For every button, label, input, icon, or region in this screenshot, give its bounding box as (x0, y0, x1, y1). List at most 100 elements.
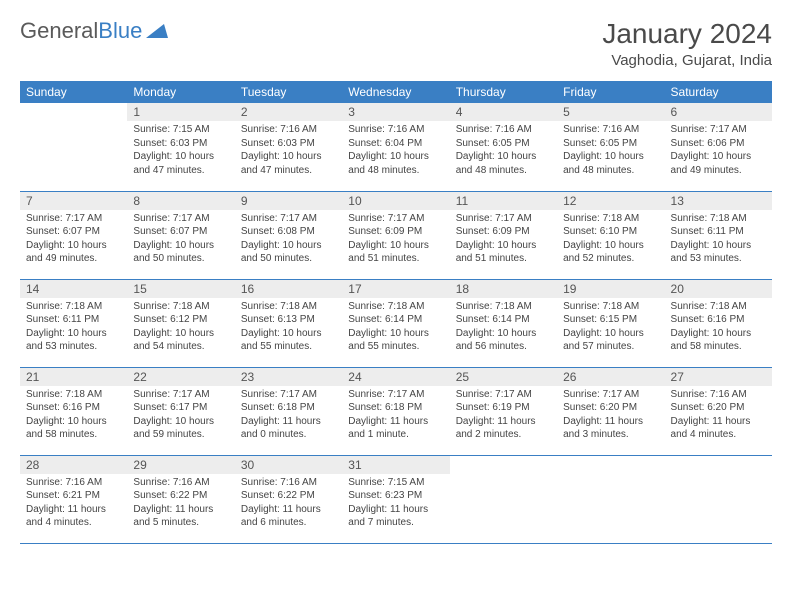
day-number: 1 (127, 103, 234, 121)
day-number: 14 (20, 280, 127, 298)
day-number: 6 (665, 103, 772, 121)
calendar-cell: 3Sunrise: 7:16 AMSunset: 6:04 PMDaylight… (342, 103, 449, 191)
day-body: Sunrise: 7:15 AMSunset: 6:03 PMDaylight:… (127, 121, 234, 181)
calendar-cell: 18Sunrise: 7:18 AMSunset: 6:14 PMDayligh… (450, 279, 557, 367)
sunset-text: Sunset: 6:06 PM (671, 137, 766, 151)
day-body: Sunrise: 7:17 AMSunset: 6:09 PMDaylight:… (450, 210, 557, 270)
day-body: Sunrise: 7:18 AMSunset: 6:14 PMDaylight:… (450, 298, 557, 358)
day-number: 31 (342, 456, 449, 474)
daylight-text: Daylight: 10 hours and 55 minutes. (348, 327, 443, 354)
sunset-text: Sunset: 6:23 PM (348, 489, 443, 503)
calendar-cell: 17Sunrise: 7:18 AMSunset: 6:14 PMDayligh… (342, 279, 449, 367)
sunset-text: Sunset: 6:19 PM (456, 401, 551, 415)
day-number: 18 (450, 280, 557, 298)
sunrise-text: Sunrise: 7:18 AM (456, 300, 551, 314)
calendar-cell: 31Sunrise: 7:15 AMSunset: 6:23 PMDayligh… (342, 455, 449, 543)
sunrise-text: Sunrise: 7:16 AM (348, 123, 443, 137)
day-number: 7 (20, 192, 127, 210)
day-body: Sunrise: 7:17 AMSunset: 6:08 PMDaylight:… (235, 210, 342, 270)
sunset-text: Sunset: 6:08 PM (241, 225, 336, 239)
calendar-cell: 24Sunrise: 7:17 AMSunset: 6:18 PMDayligh… (342, 367, 449, 455)
sunrise-text: Sunrise: 7:16 AM (241, 123, 336, 137)
sunrise-text: Sunrise: 7:16 AM (26, 476, 121, 490)
sunrise-text: Sunrise: 7:17 AM (241, 212, 336, 226)
daylight-text: Daylight: 10 hours and 47 minutes. (241, 150, 336, 177)
day-number: 28 (20, 456, 127, 474)
daylight-text: Daylight: 10 hours and 49 minutes. (26, 239, 121, 266)
day-body: Sunrise: 7:16 AMSunset: 6:22 PMDaylight:… (235, 474, 342, 534)
daylight-text: Daylight: 11 hours and 5 minutes. (133, 503, 228, 530)
sunset-text: Sunset: 6:16 PM (671, 313, 766, 327)
sunset-text: Sunset: 6:09 PM (348, 225, 443, 239)
day-number: 26 (557, 368, 664, 386)
sunset-text: Sunset: 6:05 PM (456, 137, 551, 151)
sunset-text: Sunset: 6:05 PM (563, 137, 658, 151)
sunset-text: Sunset: 6:03 PM (241, 137, 336, 151)
calendar-cell: 7 Sunrise: 7:17 AMSunset: 6:07 PMDaylight… (20, 191, 127, 279)
sunrise-text: Sunrise: 7:17 AM (26, 212, 121, 226)
calendar-cell: 13Sunrise: 7:18 AMSunset: 6:11 PMDayligh… (665, 191, 772, 279)
sunrise-text: Sunrise: 7:17 AM (671, 123, 766, 137)
daylight-text: Daylight: 11 hours and 2 minutes. (456, 415, 551, 442)
sunrise-text: Sunrise: 7:18 AM (671, 300, 766, 314)
sunset-text: Sunset: 6:11 PM (26, 313, 121, 327)
daylight-text: Daylight: 10 hours and 50 minutes. (133, 239, 228, 266)
day-body: Sunrise: 7:18 AMSunset: 6:11 PMDaylight:… (20, 298, 127, 358)
day-body: Sunrise: 7:17 AMSunset: 6:17 PMDaylight:… (127, 386, 234, 446)
day-body: Sunrise: 7:18 AMSunset: 6:14 PMDaylight:… (342, 298, 449, 358)
daylight-text: Daylight: 11 hours and 1 minute. (348, 415, 443, 442)
calendar-cell: 28Sunrise: 7:16 AMSunset: 6:21 PMDayligh… (20, 455, 127, 543)
calendar-cell: 26Sunrise: 7:17 AMSunset: 6:20 PMDayligh… (557, 367, 664, 455)
sunrise-text: Sunrise: 7:16 AM (241, 476, 336, 490)
sunset-text: Sunset: 6:14 PM (348, 313, 443, 327)
day-number: 22 (127, 368, 234, 386)
sunrise-text: Sunrise: 7:18 AM (133, 300, 228, 314)
day-number: 29 (127, 456, 234, 474)
sunrise-text: Sunrise: 7:16 AM (133, 476, 228, 490)
daylight-text: Daylight: 10 hours and 56 minutes. (456, 327, 551, 354)
sunset-text: Sunset: 6:13 PM (241, 313, 336, 327)
daylight-text: Daylight: 10 hours and 58 minutes. (671, 327, 766, 354)
calendar-cell (665, 455, 772, 543)
day-header: Thursday (450, 81, 557, 103)
daylight-text: Daylight: 10 hours and 53 minutes. (26, 327, 121, 354)
sunset-text: Sunset: 6:11 PM (671, 225, 766, 239)
day-body: Sunrise: 7:18 AMSunset: 6:12 PMDaylight:… (127, 298, 234, 358)
logo: GeneralBlue (20, 18, 168, 44)
sunrise-text: Sunrise: 7:15 AM (348, 476, 443, 490)
title-block: January 2024 Vaghodia, Gujarat, India (602, 18, 772, 69)
sunset-text: Sunset: 6:12 PM (133, 313, 228, 327)
calendar-week: 7Sunrise: 7:17 AMSunset: 6:07 PMDaylight… (20, 191, 772, 279)
day-body: Sunrise: 7:18 AMSunset: 6:13 PMDaylight:… (235, 298, 342, 358)
calendar-cell: 8Sunrise: 7:17 AMSunset: 6:07 PMDaylight… (127, 191, 234, 279)
day-number: 17 (342, 280, 449, 298)
calendar-week: 28Sunrise: 7:16 AMSunset: 6:21 PMDayligh… (20, 455, 772, 543)
sunrise-text: Sunrise: 7:16 AM (456, 123, 551, 137)
day-number: 19 (557, 280, 664, 298)
calendar-cell (557, 455, 664, 543)
sunrise-text: Sunrise: 7:17 AM (563, 388, 658, 402)
sunrise-text: Sunrise: 7:17 AM (133, 212, 228, 226)
calendar-cell: 22Sunrise: 7:17 AMSunset: 6:17 PMDayligh… (127, 367, 234, 455)
day-number (450, 456, 557, 460)
calendar-cell: 25Sunrise: 7:17 AMSunset: 6:19 PMDayligh… (450, 367, 557, 455)
day-number: 24 (342, 368, 449, 386)
calendar-cell: 12Sunrise: 7:18 AMSunset: 6:10 PMDayligh… (557, 191, 664, 279)
daylight-text: Daylight: 10 hours and 55 minutes. (241, 327, 336, 354)
day-number: 10 (342, 192, 449, 210)
calendar-cell: 4Sunrise: 7:16 AMSunset: 6:05 PMDaylight… (450, 103, 557, 191)
sunrise-text: Sunrise: 7:18 AM (26, 388, 121, 402)
calendar-week: 1Sunrise: 7:15 AMSunset: 6:03 PMDaylight… (20, 103, 772, 191)
day-body: Sunrise: 7:16 AMSunset: 6:03 PMDaylight:… (235, 121, 342, 181)
sunrise-text: Sunrise: 7:17 AM (348, 388, 443, 402)
calendar-week: 14Sunrise: 7:18 AMSunset: 6:11 PMDayligh… (20, 279, 772, 367)
calendar-cell: 23Sunrise: 7:17 AMSunset: 6:18 PMDayligh… (235, 367, 342, 455)
daylight-text: Daylight: 10 hours and 57 minutes. (563, 327, 658, 354)
calendar-cell: 10Sunrise: 7:17 AMSunset: 6:09 PMDayligh… (342, 191, 449, 279)
sunset-text: Sunset: 6:07 PM (26, 225, 121, 239)
day-header: Tuesday (235, 81, 342, 103)
day-body: Sunrise: 7:16 AMSunset: 6:20 PMDaylight:… (665, 386, 772, 446)
day-number: 8 (127, 192, 234, 210)
daylight-text: Daylight: 11 hours and 6 minutes. (241, 503, 336, 530)
calendar-cell: 5Sunrise: 7:16 AMSunset: 6:05 PMDaylight… (557, 103, 664, 191)
